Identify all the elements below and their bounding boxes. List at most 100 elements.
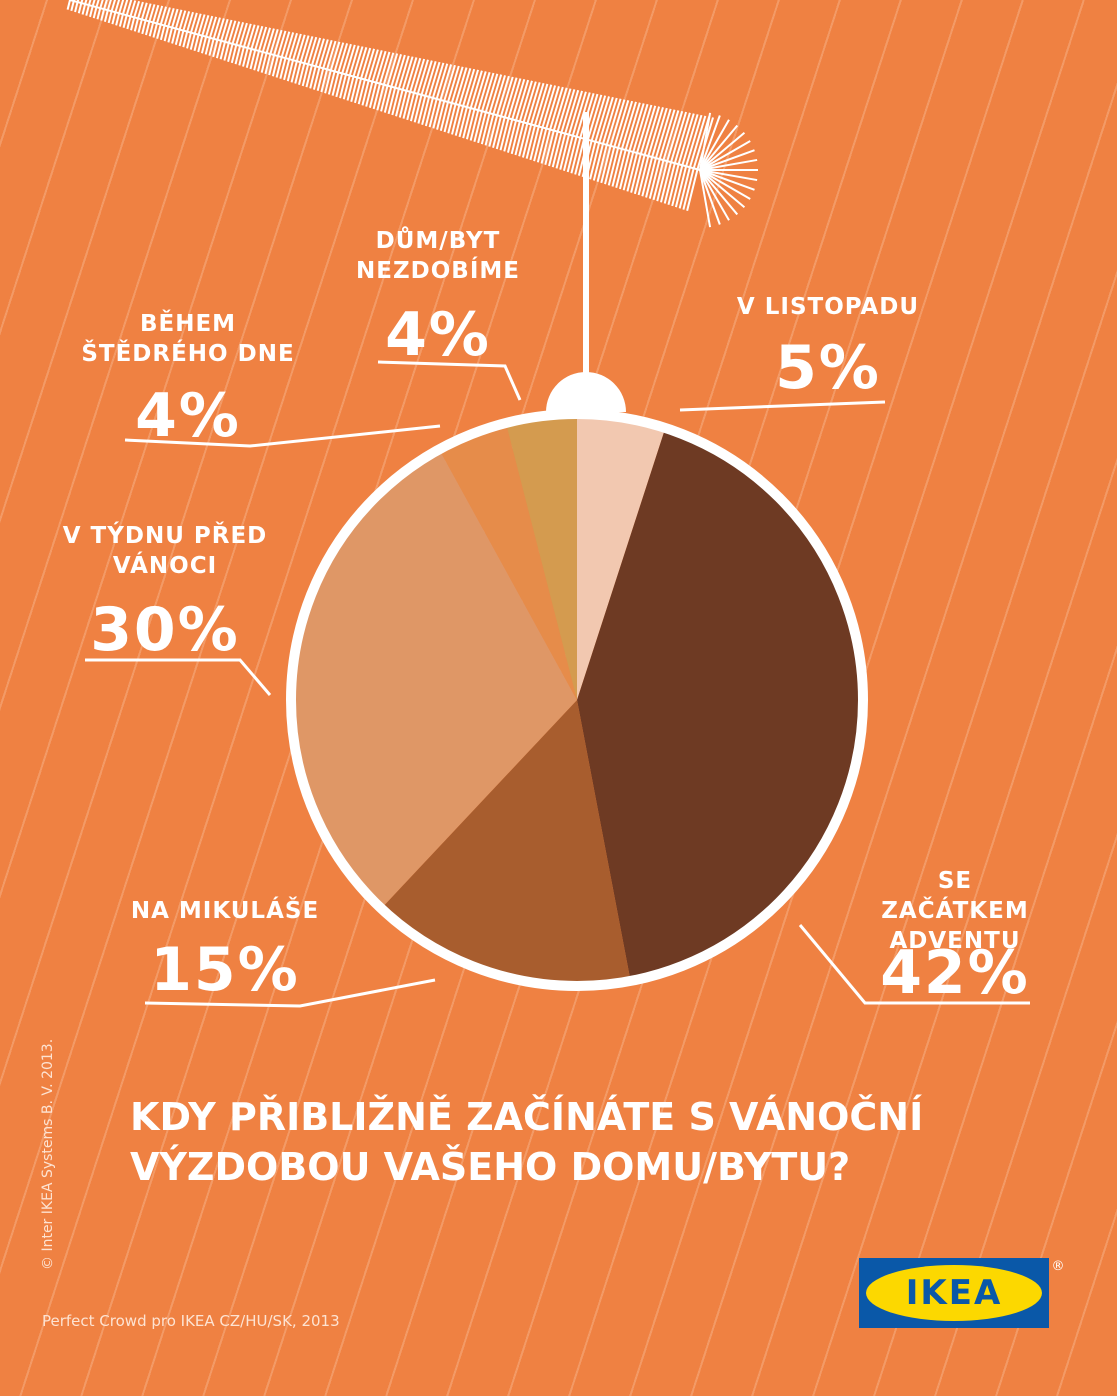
branch-needle bbox=[367, 49, 379, 81]
branch-needle bbox=[564, 89, 580, 134]
branch-needle bbox=[193, 13, 202, 34]
leader-line bbox=[124, 424, 441, 448]
branch-needle bbox=[95, 0, 100, 8]
branch-needle bbox=[514, 122, 525, 156]
value-label: 4% bbox=[385, 300, 491, 370]
branch-needle bbox=[227, 43, 234, 62]
branch-needle bbox=[699, 169, 758, 182]
branch-needle bbox=[660, 161, 672, 203]
branch-needle bbox=[685, 114, 703, 167]
branch-needle bbox=[294, 61, 302, 84]
branch-needle bbox=[417, 95, 427, 124]
branch-needle bbox=[560, 89, 576, 133]
ornament-cap bbox=[546, 372, 626, 412]
branch-needle bbox=[391, 88, 400, 116]
branch-needle bbox=[268, 54, 276, 76]
branch-needle bbox=[224, 19, 233, 43]
branch-needle bbox=[526, 82, 541, 124]
branch-needle bbox=[541, 85, 557, 128]
branch-needle bbox=[394, 54, 406, 89]
branch-needle bbox=[115, 13, 121, 26]
leader-lines bbox=[85, 360, 1030, 1008]
branch-needle bbox=[327, 71, 336, 95]
branch-needle bbox=[280, 31, 291, 58]
branch-needle bbox=[178, 30, 185, 47]
branch-needle bbox=[620, 101, 637, 150]
branch-needle bbox=[372, 83, 381, 110]
branch-needle bbox=[530, 82, 545, 125]
branch-needle bbox=[174, 9, 183, 29]
branch-needle bbox=[286, 59, 294, 82]
branch-needle bbox=[643, 106, 661, 156]
branch-needle bbox=[100, 8, 105, 21]
value-label: 5% bbox=[775, 333, 881, 403]
branch-needle bbox=[137, 1, 144, 19]
branch-needle bbox=[481, 72, 495, 112]
branch-needle bbox=[525, 125, 536, 159]
branch-needle bbox=[699, 149, 755, 171]
branch-needle bbox=[699, 169, 730, 221]
branch-needle bbox=[301, 64, 310, 87]
branch-needle bbox=[186, 11, 194, 32]
branch-needle bbox=[568, 90, 584, 135]
branch-needle bbox=[365, 81, 374, 107]
pie-slice bbox=[383, 700, 630, 982]
branch-needle bbox=[611, 148, 623, 187]
branch-needle bbox=[250, 25, 260, 50]
pie-slice bbox=[294, 452, 577, 906]
branch-needle bbox=[424, 97, 434, 127]
branch-needle bbox=[121, 0, 129, 15]
branch-needle bbox=[87, 0, 92, 6]
branch-needle bbox=[566, 136, 578, 173]
branch-needle bbox=[103, 0, 108, 10]
branch-needle bbox=[212, 17, 221, 40]
branch-needle bbox=[145, 21, 151, 36]
branch-needle bbox=[570, 137, 582, 174]
branch-needle bbox=[324, 70, 332, 94]
branch-needle bbox=[622, 151, 635, 191]
branch-needle bbox=[624, 102, 641, 151]
branch-needle bbox=[220, 18, 229, 42]
branch-needle bbox=[510, 121, 521, 155]
branch-needle bbox=[692, 116, 711, 169]
branch-needle bbox=[545, 85, 560, 129]
branch-needle bbox=[148, 22, 155, 37]
value-label: 4% bbox=[135, 381, 241, 451]
branch-needle bbox=[258, 26, 268, 52]
branch-needle bbox=[382, 52, 395, 85]
branch-needle bbox=[197, 35, 204, 53]
branch-needle bbox=[628, 103, 645, 152]
branch-needle bbox=[333, 42, 345, 72]
branch-needle bbox=[503, 119, 514, 152]
branch-needle bbox=[387, 87, 397, 115]
value-label: 15% bbox=[150, 935, 300, 1005]
branch-needle bbox=[549, 86, 564, 130]
branch-needle bbox=[613, 100, 630, 148]
branch-needle bbox=[592, 143, 604, 181]
category-label: V TÝDNU PŘED VÁNOCI bbox=[62, 523, 268, 579]
branch-needle bbox=[432, 99, 442, 129]
pie-slice bbox=[577, 418, 665, 700]
branch-needle bbox=[574, 138, 586, 175]
branch-needle bbox=[699, 169, 721, 225]
branch-needle bbox=[234, 45, 242, 65]
branch-needle bbox=[458, 106, 468, 138]
branch-needle bbox=[363, 48, 376, 80]
branch-needle bbox=[106, 0, 112, 11]
branch-needle bbox=[341, 43, 352, 74]
branch-needle bbox=[540, 129, 552, 164]
branch-needle bbox=[148, 4, 156, 22]
branch-needle bbox=[310, 37, 322, 66]
branch-needle bbox=[81, 3, 87, 15]
branch-needle bbox=[443, 102, 453, 133]
branch-needle bbox=[699, 169, 739, 216]
branch-needle bbox=[439, 101, 449, 132]
branch-needle bbox=[515, 79, 530, 121]
branch-needle bbox=[245, 48, 253, 69]
branch-needle bbox=[335, 73, 344, 98]
branch-needle bbox=[654, 108, 672, 159]
branch-needle bbox=[235, 22, 245, 46]
branch-needle bbox=[699, 124, 739, 171]
branch-stem bbox=[69, 0, 701, 171]
branch-needle bbox=[409, 57, 422, 93]
